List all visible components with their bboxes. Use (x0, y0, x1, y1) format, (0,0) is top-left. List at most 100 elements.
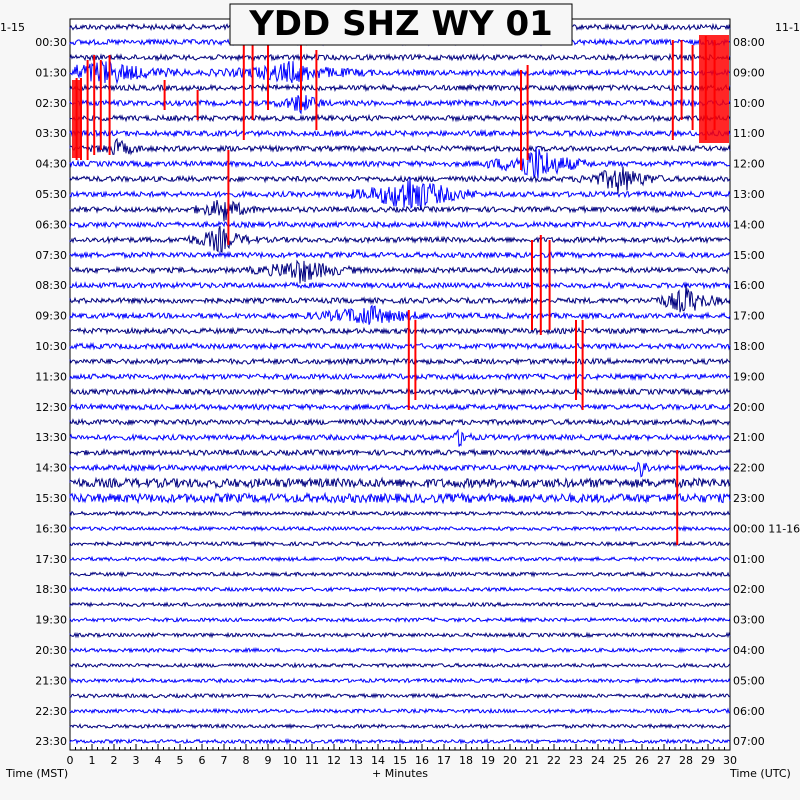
right-time-label: 13:00 (733, 188, 765, 201)
x-tick-label: 3 (133, 754, 140, 767)
x-tick-label: 16 (415, 754, 429, 767)
trace-line (69, 280, 731, 290)
trace-line (69, 259, 731, 284)
left-time-label: 10:30 (35, 340, 67, 353)
right-time-label: 20:00 (733, 401, 765, 414)
x-tick-label: 24 (591, 754, 605, 767)
right-time-label: 12:00 (733, 158, 765, 171)
x-tick-label: 21 (525, 754, 539, 767)
trace-line (69, 137, 731, 156)
x-tick-label: 23 (569, 754, 583, 767)
x-tick-label: 7 (221, 754, 228, 767)
x-tick-label: 22 (547, 754, 561, 767)
x-tick-label: 10 (283, 754, 297, 767)
left-time-label: 14:30 (35, 462, 67, 475)
x-tick-label: 29 (701, 754, 715, 767)
x-tick-label: 20 (503, 754, 517, 767)
x-tick-label: 14 (371, 754, 385, 767)
left-time-label: 18:30 (35, 583, 67, 596)
left-time-label: 23:30 (35, 735, 67, 748)
right-time-label: 05:00 (733, 674, 765, 687)
trace-line (69, 341, 731, 351)
x-tick-label: 8 (243, 754, 250, 767)
plot-area (69, 18, 731, 751)
trace-line (69, 52, 731, 62)
trace-line (69, 113, 731, 123)
right-time-label: 17:00 (733, 310, 765, 323)
x-tick-label: 5 (177, 754, 184, 767)
x-tick-label: 18 (459, 754, 473, 767)
x-tick-label: 1 (89, 754, 96, 767)
x-tick-label: 15 (393, 754, 407, 767)
right-time-label: 09:00 (733, 66, 765, 79)
left-axis-label: Time (MST) (5, 767, 68, 780)
x-tick-label: 13 (349, 754, 363, 767)
right-time-label: 07:00 (733, 735, 765, 748)
left-time-label: 15:30 (35, 492, 67, 505)
left-time-label: 19:30 (35, 614, 67, 627)
right-time-label: 11:00 (733, 127, 765, 140)
right-axis-label: Time (UTC) (729, 767, 791, 780)
x-axis-label: + Minutes (372, 767, 428, 780)
x-tick-label: 4 (155, 754, 162, 767)
x-tick-label: 25 (613, 754, 627, 767)
trace-line (69, 372, 731, 382)
left-time-label: 06:30 (35, 218, 67, 231)
x-tick-label: 30 (723, 754, 737, 767)
right-time-label: 00:00 11-16 (733, 522, 800, 535)
trace-line (69, 570, 731, 578)
trace-line (69, 448, 731, 458)
trace-line (69, 540, 731, 548)
left-time-label: 05:30 (35, 188, 67, 201)
trace-line (69, 525, 731, 533)
trace-line (69, 356, 731, 366)
right-time-label: 04:00 (733, 644, 765, 657)
trace-line (69, 461, 731, 478)
right-time-label: 08:00 (733, 36, 765, 49)
x-tick-label: 27 (657, 754, 671, 767)
trace-line (69, 586, 731, 593)
right-time-label: 19:00 (733, 370, 765, 383)
left-time-label: 17:30 (35, 553, 67, 566)
left-time-label: 13:30 (35, 431, 67, 444)
trace-line (69, 646, 731, 654)
x-tick-label: 19 (481, 754, 495, 767)
trace-line (69, 225, 731, 254)
x-tick-label: 11 (305, 754, 319, 767)
right-corner-label: 11-1 (775, 21, 800, 34)
x-tick-label: 0 (67, 754, 74, 767)
trace-line (69, 166, 731, 194)
left-time-label: 02:30 (35, 97, 67, 110)
right-time-label: 02:00 (733, 583, 765, 596)
left-time-label: 01:30 (35, 66, 67, 79)
trace-line (69, 60, 731, 85)
time-labels: 00:30 01:30 02:30 03:30 04:30 05:30 06:30 07:30… (35, 36, 800, 748)
x-tick-label: 26 (635, 754, 649, 767)
clipped-block (699, 35, 729, 143)
trace-line (69, 737, 731, 746)
trace-line (69, 707, 731, 715)
left-corner-label: 1-15 (0, 21, 25, 34)
x-tick-label: 9 (265, 754, 272, 767)
right-time-label: 22:00 (733, 462, 765, 475)
trace-line (69, 510, 731, 517)
trace-line (69, 692, 731, 700)
trace-line (69, 428, 731, 447)
left-time-label: 07:30 (35, 249, 67, 262)
x-tick-label: 12 (327, 754, 341, 767)
trace-line (69, 601, 731, 608)
trace-line (69, 631, 731, 639)
x-tick-label: 2 (111, 754, 118, 767)
left-time-label: 20:30 (35, 644, 67, 657)
trace-line (69, 326, 731, 336)
clipped-block (72, 80, 82, 158)
left-time-label: 08:30 (35, 279, 67, 292)
left-time-label: 04:30 (35, 158, 67, 171)
x-tick-label: 28 (679, 754, 693, 767)
x-ticks: 0 1 2 3 4 5 6 7 8 9 10 11 12 13 14 15 16 17 18 19 20 21 22 23 24… (67, 744, 737, 767)
title-box (229, 3, 573, 46)
trace-line (69, 128, 731, 138)
trace-line (69, 250, 731, 260)
left-time-label: 11:30 (35, 370, 67, 383)
trace-line (69, 200, 731, 222)
